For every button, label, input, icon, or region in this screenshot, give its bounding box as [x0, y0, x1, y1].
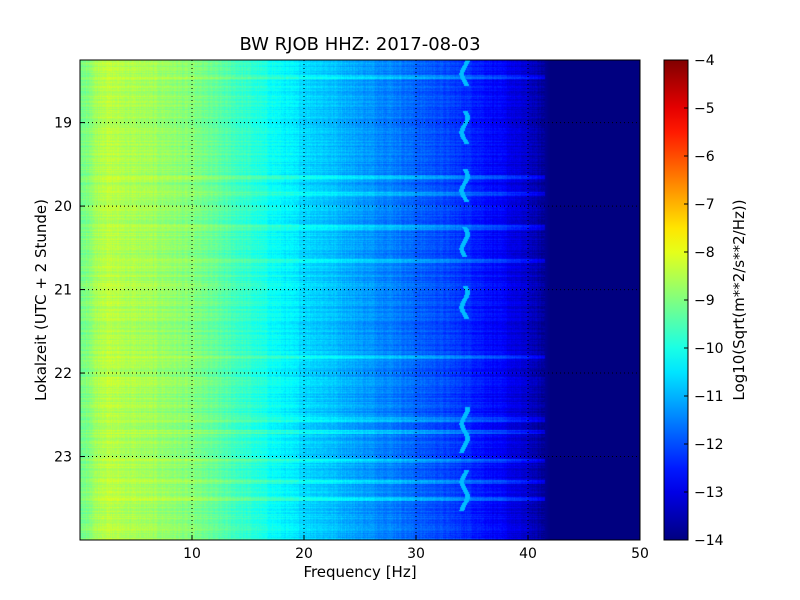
colorbar-tick-label: −5: [694, 101, 715, 117]
colorbar-ticks: −4 −5 −6 −7 −8 −9 −10 −11 −12 −13 −14: [684, 53, 724, 549]
x-tick-label: 20: [295, 546, 313, 562]
y-tick-label: 21: [54, 283, 72, 299]
spectrogram-heatmap: [80, 60, 640, 540]
plot-frame: [79, 59, 641, 541]
y-axis-label: Lokalzeit (UTC + 2 Stunde): [32, 199, 50, 401]
colorbar: −4 −5 −6 −7 −8 −9 −10 −11 −12 −13 −14: [663, 53, 724, 549]
colorbar-tick-label: −12: [694, 437, 724, 453]
y-tick-label: 23: [54, 450, 72, 466]
x-tick-label: 40: [519, 546, 537, 562]
colorbar-label: Log10(Sqrt(m**2/s**2/Hz)): [730, 199, 748, 400]
colorbar-tick-label: −9: [694, 293, 715, 309]
colorbar-tick-label: −13: [694, 485, 724, 501]
colorbar-tick-label: −6: [694, 149, 715, 165]
y-axis-ticks: 19 20 21 22 23: [54, 116, 85, 466]
x-tick-label: 10: [183, 546, 201, 562]
colorbar-tick-label: −11: [694, 389, 724, 405]
colorbar-tick-label: −4: [694, 53, 715, 69]
colorbar-tick-label: −14: [694, 533, 724, 549]
x-axis-ticks: 10 20 30 40 50: [183, 535, 649, 562]
x-axis-label: Frequency [Hz]: [303, 563, 416, 581]
colorbar-tick-label: −10: [694, 341, 724, 357]
plot-area: 10 20 30 40 50 19 20 21 22 23: [54, 59, 649, 562]
colorbar-tick-label: −8: [694, 245, 715, 261]
x-tick-label: 50: [631, 546, 649, 562]
grid: [80, 60, 640, 540]
y-tick-label: 20: [54, 199, 72, 215]
colorbar-tick-label: −7: [694, 197, 715, 213]
y-tick-label: 22: [54, 366, 72, 382]
x-tick-label: 30: [407, 546, 425, 562]
y-tick-label: 19: [54, 116, 72, 132]
chart-title: BW RJOB HHZ: 2017-08-03: [239, 34, 480, 55]
